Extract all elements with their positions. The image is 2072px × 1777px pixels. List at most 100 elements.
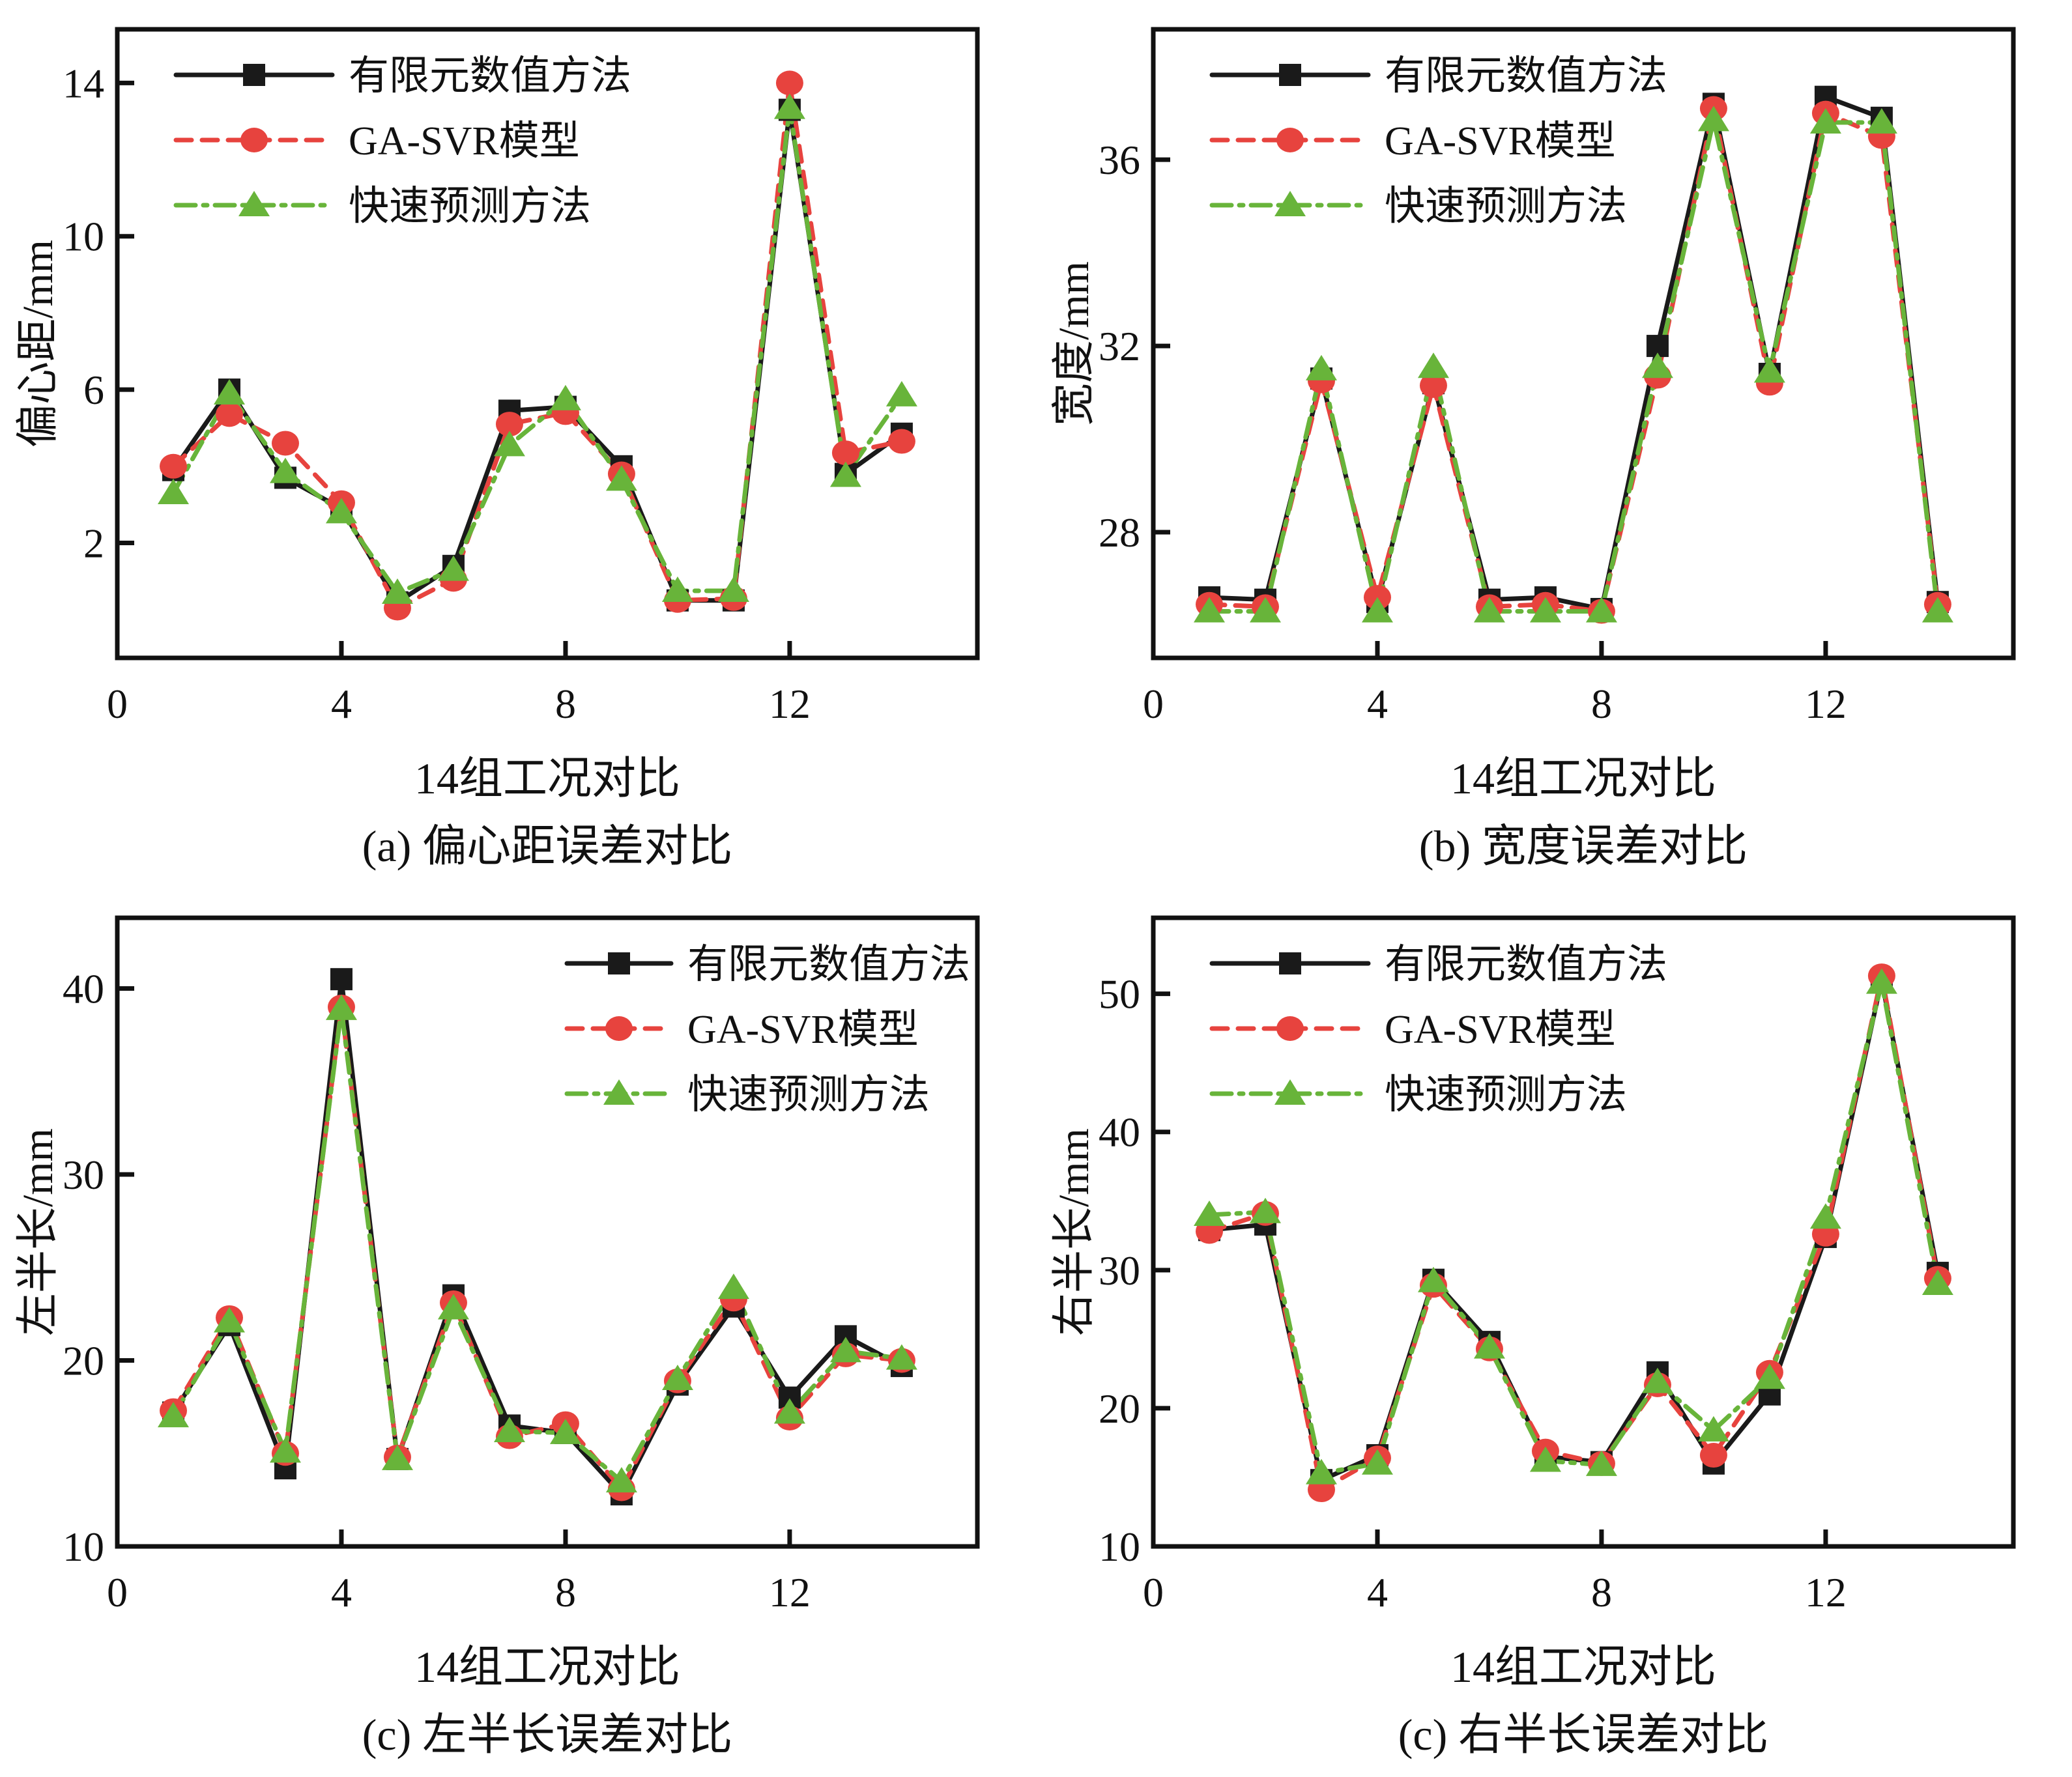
plot-border (1151, 27, 2016, 661)
x-axis-label: 14组工况对比 (1450, 1642, 1716, 1692)
data-point-triangle (1473, 597, 1505, 623)
legend-label: 有限元数值方法 (1385, 54, 1667, 98)
data-point-triangle (1809, 1203, 1841, 1229)
y-axis-label: 左半长/mm (14, 1128, 62, 1336)
square-legend-marker (1279, 952, 1301, 974)
panel-a: 2 6 10 14 0 4 8 12 偏心距/mm 14组工况对比 (a) 偏心距误差对比 有限元数值… (0, 0, 1036, 888)
legend-label: 有限元数值方法 (1385, 943, 1667, 987)
x-tick-label: 12 (1805, 681, 1847, 727)
data-point-triangle (1417, 352, 1449, 378)
panel-caption: (a) 偏心距误差对比 (362, 821, 732, 871)
legend-label: 快速预测方法 (349, 184, 591, 229)
data-point-triangle (1865, 107, 1897, 134)
y-tick-label: 2 (83, 520, 104, 566)
triangle-legend-marker (1274, 1079, 1306, 1105)
series-line-triangle (1207, 119, 1940, 614)
y-tick-label: 50 (1099, 971, 1140, 1017)
x-tick-label: 8 (1591, 681, 1612, 727)
data-point-triangle (1641, 352, 1673, 378)
data-point-triangle (1865, 968, 1897, 994)
x-tick-label: 8 (1591, 1569, 1612, 1615)
data-point-triangle (1305, 1458, 1337, 1485)
chart-left-half-length: 10 20 30 40 0 4 8 12 左半长/mm 14组工况对比 (c) 左半长误差对比 有限元… (14, 915, 980, 1759)
x-tick-label: 12 (1805, 1569, 1847, 1615)
y-tick-label: 6 (83, 367, 104, 413)
data-point-triangle (213, 1307, 245, 1333)
data-point-triangle (1641, 1367, 1673, 1393)
square-legend-marker (608, 952, 630, 974)
panel-b: 28 32 36 0 4 8 12 宽度/mm 14组工况对比 (b) 宽度误差对比 有限元数值方法… (1036, 0, 2072, 888)
chart-right-half-length: 10 20 30 40 50 0 4 8 12 右半长/mm 14组工况对比 (c) 右半长误差对比 有… (1050, 915, 2016, 1759)
data-point-circle (831, 440, 859, 466)
legend-label: GA-SVR模型 (349, 119, 580, 163)
y-tick-label: 40 (63, 965, 104, 1012)
x-tick-label: 4 (1367, 1569, 1388, 1615)
data-point-circle (159, 453, 187, 479)
data-point-circle (1699, 1443, 1727, 1468)
data-point-triangle (605, 1467, 637, 1493)
y-tick-label: 10 (63, 214, 104, 260)
data-point-triangle (661, 576, 693, 603)
circle-legend-marker (605, 1016, 633, 1041)
x-tick-label: 8 (555, 1569, 576, 1615)
legend-label: 快速预测方法 (1385, 184, 1627, 229)
data-point-triangle (493, 1416, 525, 1442)
x-axis-label: 14组工况对比 (414, 1642, 680, 1692)
data-point-triangle (381, 1444, 413, 1470)
data-point-triangle (325, 994, 357, 1020)
x-tick-label: 12 (769, 681, 811, 727)
data-point-triangle (1585, 597, 1617, 623)
triangle-legend-marker (238, 191, 270, 216)
legend-label: 快速预测方法 (687, 1073, 930, 1117)
circle-legend-marker (240, 128, 268, 152)
y-tick-label: 20 (63, 1337, 104, 1384)
data-point-triangle (493, 431, 525, 457)
data-point-triangle (1249, 597, 1281, 623)
y-tick-label: 28 (1099, 509, 1140, 556)
data-point-triangle (717, 1273, 749, 1300)
y-axis-label: 右半长/mm (1050, 1128, 1098, 1336)
x-tick-label: 12 (769, 1569, 811, 1615)
plot-border (1151, 915, 2016, 1549)
data-point-triangle (885, 380, 917, 406)
y-tick-label: 32 (1099, 323, 1140, 369)
data-point-triangle (1585, 1450, 1617, 1476)
panel-c: 10 20 30 40 0 4 8 12 左半长/mm 14组工况对比 (c) 左半长误差对比 有限元… (0, 888, 1036, 1777)
data-point-triangle (773, 93, 805, 119)
x-tick-label: 8 (555, 681, 576, 727)
y-tick-label: 14 (63, 60, 104, 106)
data-point-triangle (605, 465, 637, 491)
legend-label: 有限元数值方法 (349, 54, 631, 98)
data-point-triangle (661, 1365, 693, 1391)
series-line-square (171, 109, 904, 606)
data-point-circle (887, 429, 915, 454)
data-point-triangle (885, 1344, 917, 1370)
data-point-triangle (549, 384, 581, 410)
data-point-triangle (1193, 597, 1225, 623)
data-point-triangle (1697, 106, 1729, 132)
data-point-triangle (269, 1437, 301, 1463)
series-line-circle (171, 82, 904, 612)
x-tick-label: 0 (1143, 681, 1164, 727)
data-point-triangle (1921, 1270, 1953, 1296)
data-point-triangle (437, 1294, 469, 1320)
data-point-triangle (1809, 107, 1841, 134)
legend-label: GA-SVR模型 (1385, 1008, 1616, 1052)
data-point-circle (495, 412, 523, 437)
data-point-triangle (157, 478, 189, 504)
panel-caption: (c) 右半长误差对比 (1398, 1710, 1768, 1759)
data-point-triangle (213, 378, 245, 405)
y-tick-label: 10 (63, 1524, 104, 1570)
x-tick-label: 0 (107, 1569, 128, 1615)
data-point-triangle (1473, 1333, 1505, 1359)
circle-legend-marker (1276, 128, 1304, 152)
data-point-triangle (1753, 357, 1785, 383)
triangle-legend-marker (1274, 191, 1306, 216)
data-point-triangle (1529, 597, 1561, 623)
legend-label: 有限元数值方法 (687, 943, 970, 987)
chart-eccentricity: 2 6 10 14 0 4 8 12 偏心距/mm 14组工况对比 (a) 偏心距误差对比 有限元数值… (14, 27, 980, 871)
data-point-triangle (1361, 597, 1393, 623)
square-legend-marker (1279, 64, 1301, 86)
circle-legend-marker (1276, 1016, 1304, 1041)
plot-border (115, 27, 980, 661)
